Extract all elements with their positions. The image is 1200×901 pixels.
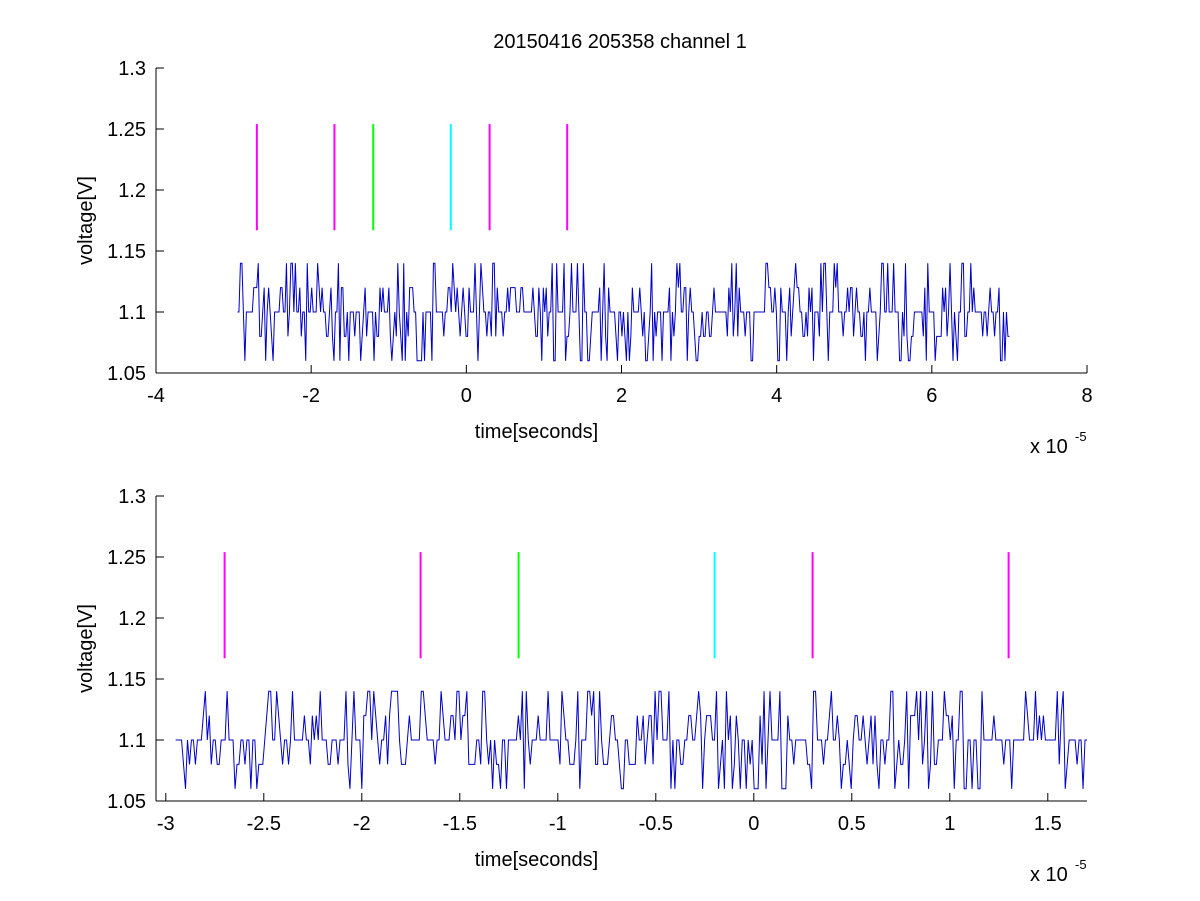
y-axis-label: voltage[V] — [75, 176, 97, 265]
x-tick-label: -1.5 — [443, 813, 477, 835]
x-tick-label: 1 — [944, 813, 955, 835]
y-tick-label: 1.15 — [107, 241, 146, 263]
x-tick-label: -0.5 — [639, 813, 673, 835]
y-tick-label: 1.3 — [118, 486, 146, 508]
y-tick-label: 1.2 — [118, 608, 146, 630]
y-axis-label: voltage[V] — [75, 604, 97, 693]
bottom-plot: -3 -2.5 -2 -1.5 -1 -0.5 0 0.5 1 1.5 1.05 1.1 1.15 1.2… — [75, 486, 1087, 886]
x-tick-label: -2 — [302, 385, 320, 407]
x-axis-label: time[seconds] — [475, 421, 598, 443]
y-tick-label: 1.2 — [118, 180, 146, 202]
y-tick-label: 1.15 — [107, 669, 146, 691]
x-tick-label: 4 — [771, 385, 782, 407]
y-tick-label: 1.1 — [118, 730, 146, 752]
x-exponent-base: x 10 — [1030, 436, 1068, 458]
x-tick-label: 2 — [616, 385, 627, 407]
x-tick-label: 0 — [461, 385, 472, 407]
y-tick-label: 1.25 — [107, 547, 146, 569]
y-tick-label: 1.1 — [118, 302, 146, 324]
x-tick-label: -2 — [353, 813, 371, 835]
x-tick-label: 6 — [926, 385, 937, 407]
x-tick-label: -2.5 — [247, 813, 281, 835]
y-tick-label: 1.25 — [107, 119, 146, 141]
x-tick-label: 0 — [748, 813, 759, 835]
x-tick-label: 8 — [1081, 385, 1092, 407]
x-exponent: -5 — [1075, 429, 1087, 444]
x-tick-label: -4 — [147, 385, 165, 407]
signal-trace — [175, 690, 1087, 790]
x-tick-label: -1 — [549, 813, 567, 835]
y-tick-label: 1.3 — [118, 58, 146, 80]
x-tick-label: -3 — [157, 813, 175, 835]
y-tick-label: 1.05 — [107, 363, 146, 385]
x-exponent: -5 — [1075, 857, 1087, 872]
top-plot: -4 -2 0 2 4 6 8 1.05 1.1 1.15 1.2 1.25 1.3 time[secon… — [75, 58, 1093, 458]
x-tick-label: 0.5 — [838, 813, 866, 835]
y-tick-label: 1.05 — [107, 791, 146, 813]
x-exponent-base: x 10 — [1030, 864, 1068, 886]
x-axis-label: time[seconds] — [475, 849, 598, 871]
figure-title: 20150416 205358 channel 1 — [493, 31, 747, 53]
signal-trace — [237, 262, 1010, 362]
x-tick-label: 1.5 — [1034, 813, 1062, 835]
